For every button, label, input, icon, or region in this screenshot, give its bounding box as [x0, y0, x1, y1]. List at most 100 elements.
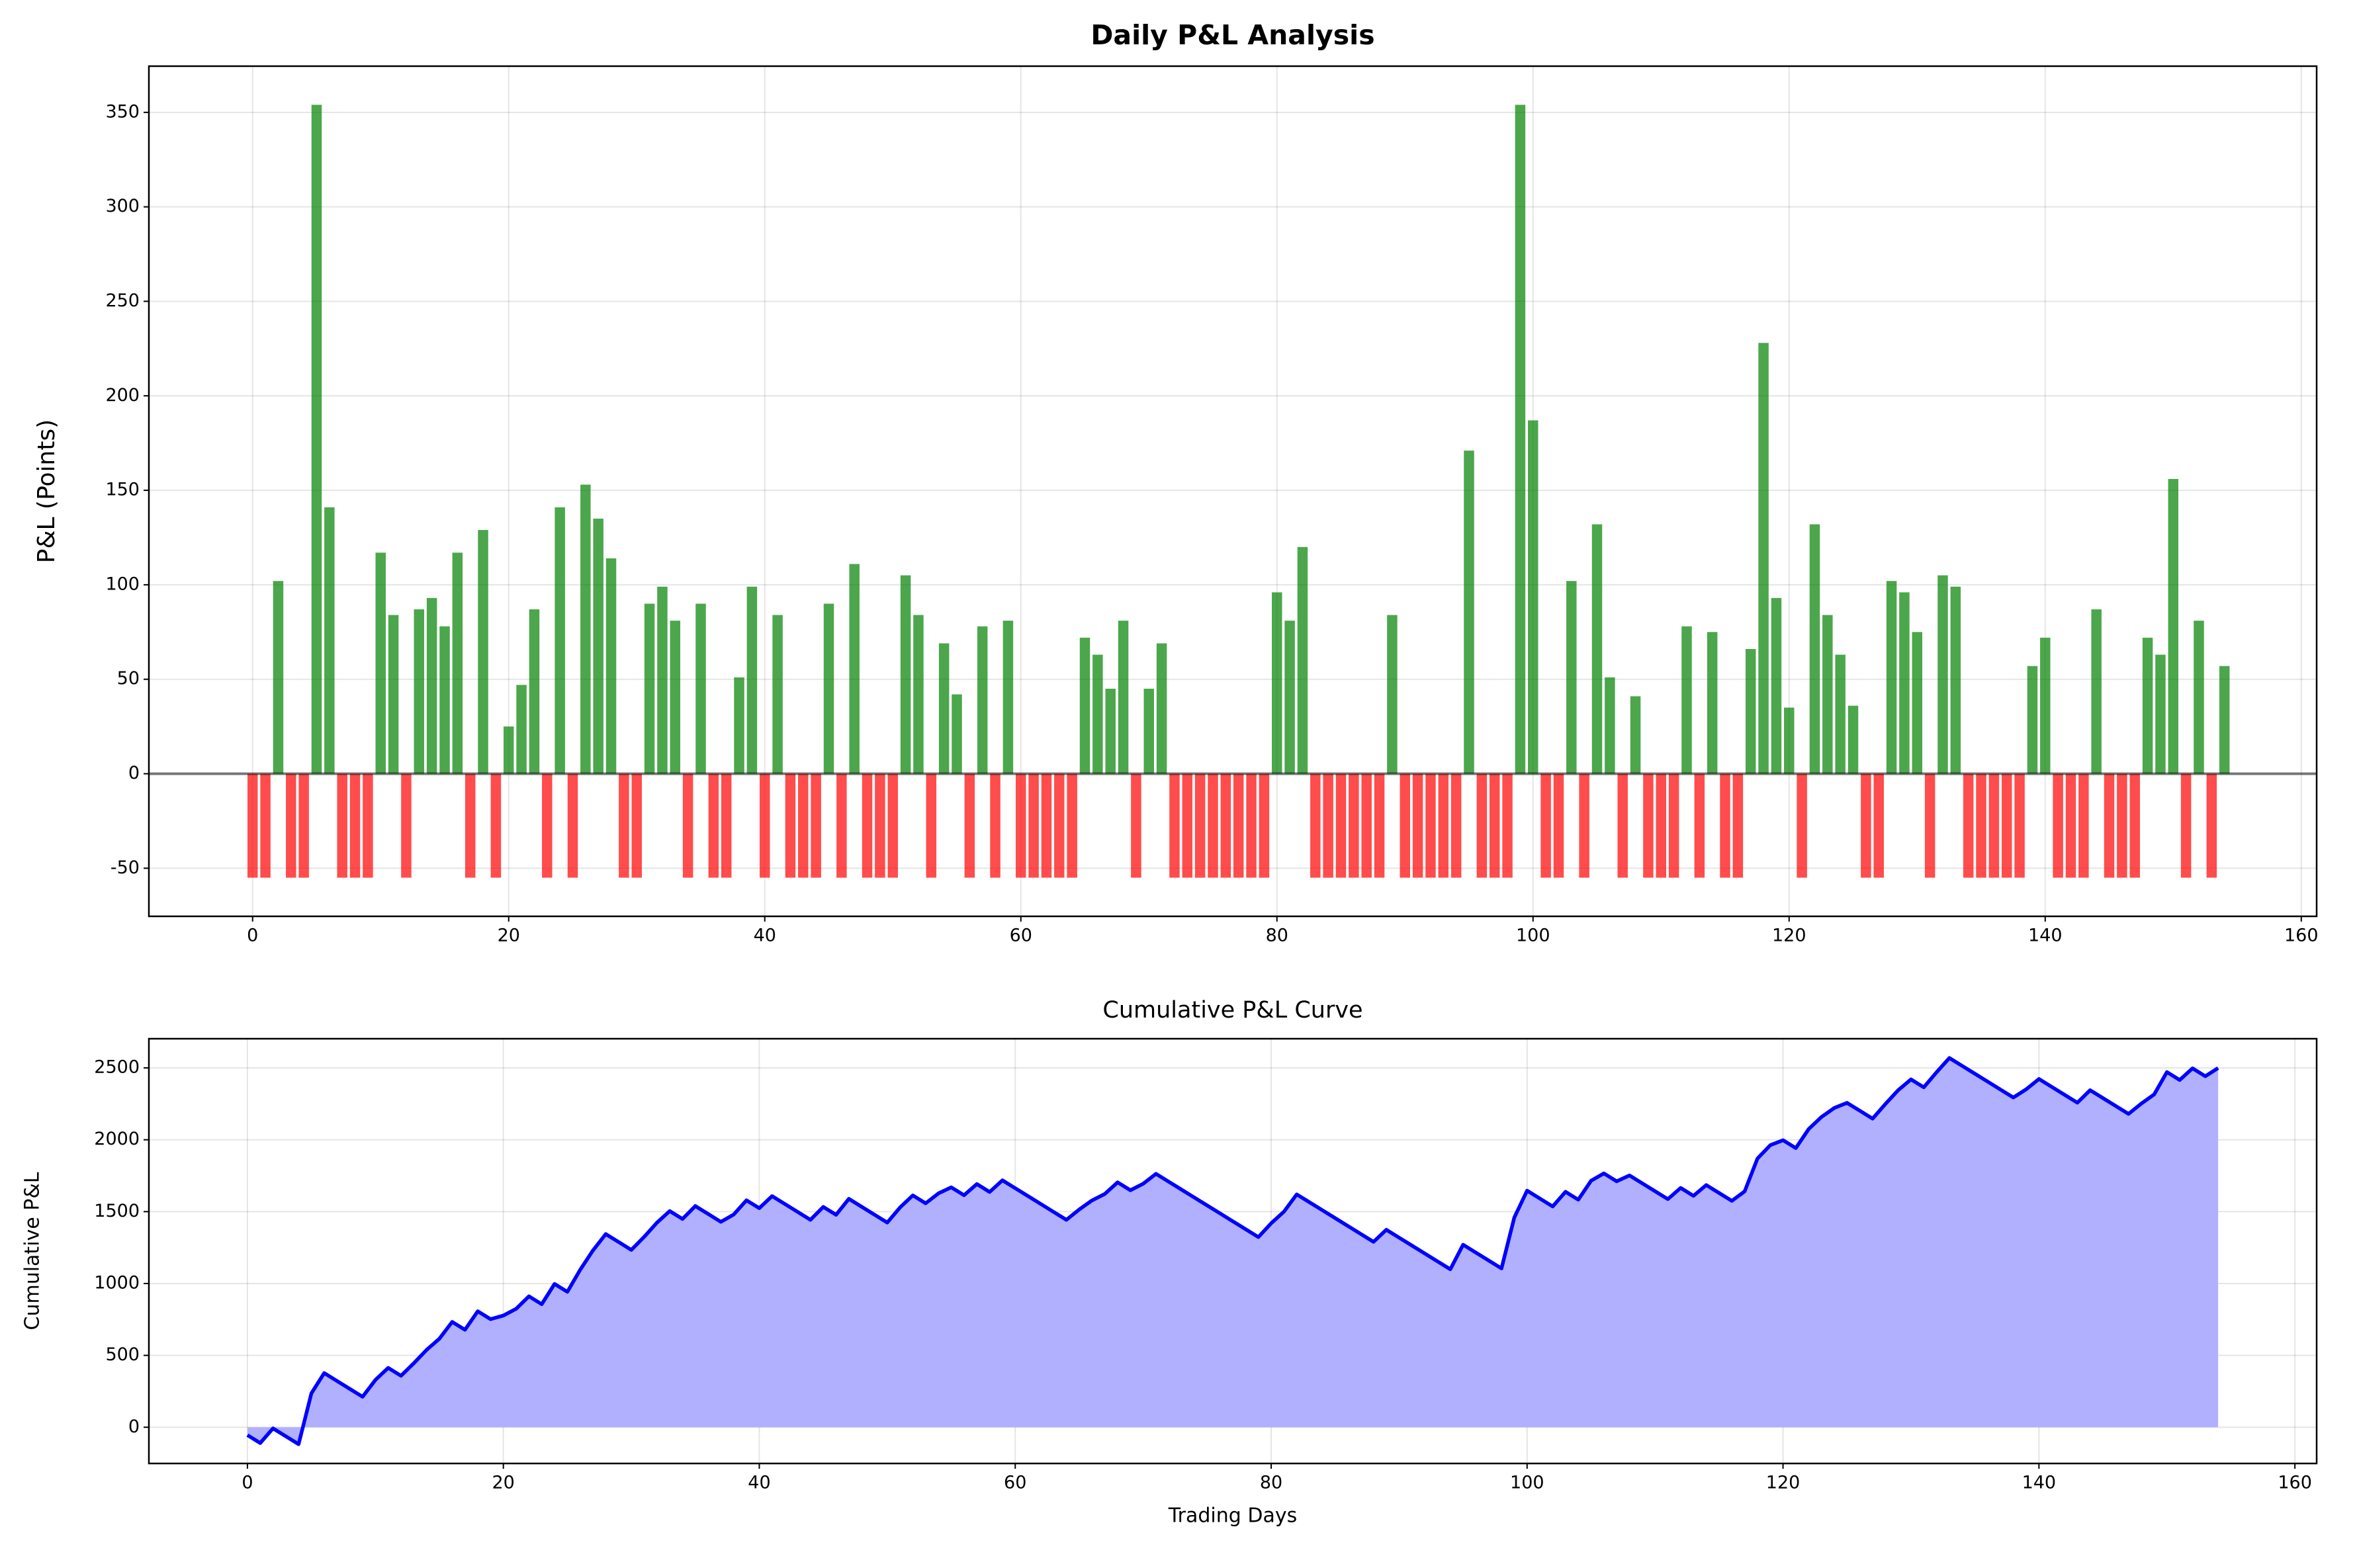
y-tick-label: 200	[105, 385, 140, 406]
area-line	[246, 1056, 2219, 1446]
bar	[1694, 773, 1705, 878]
bar	[426, 597, 437, 774]
bar	[1233, 773, 1244, 878]
bar	[695, 603, 706, 774]
bar	[1067, 773, 1077, 878]
y-tick-label: 1500	[94, 1201, 140, 1221]
y-axis-label: P&L (Points)	[33, 419, 60, 564]
x-tick-label: 60	[1004, 1473, 1026, 1493]
bar	[2155, 654, 2166, 774]
bar	[1092, 654, 1103, 774]
bar	[1617, 773, 1628, 878]
bar	[1988, 773, 2000, 878]
bar	[1963, 773, 1974, 878]
chart-title: Cumulative P&L Curve	[1102, 997, 1362, 1024]
x-tick-label: 20	[498, 926, 520, 946]
bar	[1476, 773, 1488, 878]
bar	[1284, 621, 1295, 774]
bar	[2206, 773, 2217, 878]
x-axis-label: Trading Days	[1168, 1504, 1297, 1528]
bar	[875, 773, 885, 878]
x-tick-label: 100	[1516, 926, 1550, 946]
bar	[298, 773, 309, 878]
bar	[1553, 773, 1564, 878]
area-fill	[247, 1058, 2219, 1444]
bar	[2027, 666, 2038, 774]
bar	[1528, 420, 1538, 774]
bar	[1041, 773, 1052, 878]
y-tick-label: 0	[128, 763, 140, 783]
bar	[324, 507, 335, 774]
bar	[1156, 643, 1167, 774]
bar	[1323, 773, 1333, 878]
bar	[529, 609, 540, 774]
bar	[1002, 621, 1014, 774]
bar	[1464, 451, 1474, 774]
bar	[1054, 773, 1065, 878]
bar	[349, 773, 361, 878]
bar	[1566, 581, 1577, 774]
bar	[1809, 524, 1820, 774]
bar	[823, 603, 834, 774]
x-tick-label: 0	[247, 926, 258, 946]
bar	[862, 773, 873, 878]
bar	[1131, 773, 1141, 878]
bar	[1208, 773, 1218, 878]
bar	[1630, 696, 1641, 774]
bar	[1720, 773, 1730, 878]
bar	[1272, 592, 1282, 774]
axes-frame	[148, 1037, 2318, 1465]
bar	[1873, 773, 1884, 878]
plot-area	[149, 66, 2317, 916]
bar	[1861, 773, 1871, 878]
x-tick-label: 0	[242, 1473, 253, 1493]
bar	[1591, 524, 1603, 774]
y-axis-label: Cumulative P&L	[21, 1172, 44, 1330]
bar	[1668, 773, 1679, 878]
bar	[542, 773, 553, 878]
bar	[1105, 688, 1116, 774]
bar	[1899, 592, 1910, 774]
bar	[247, 773, 258, 878]
bar	[657, 586, 668, 774]
bar	[977, 626, 988, 774]
bar	[746, 586, 758, 774]
bar	[1079, 637, 1090, 774]
bar	[1579, 773, 1589, 878]
bar	[926, 773, 937, 878]
bar	[1425, 773, 1436, 878]
bar	[849, 564, 860, 774]
bar	[1502, 773, 1513, 878]
bar	[619, 773, 629, 878]
bar	[1771, 597, 1782, 774]
bar	[760, 773, 770, 878]
bar	[2001, 773, 2012, 878]
bar	[1335, 773, 1347, 878]
bar	[1400, 773, 1411, 878]
bar	[1835, 654, 1846, 774]
chart-title: Daily P&L Analysis	[1090, 19, 1374, 51]
x-tick-label: 160	[2284, 926, 2319, 946]
bar	[311, 105, 322, 774]
x-tick-label: 40	[748, 1473, 770, 1493]
y-tick-label: 0	[128, 1416, 140, 1437]
bar	[465, 773, 476, 878]
bar	[964, 773, 975, 878]
bar	[1515, 105, 1526, 774]
bar	[798, 773, 809, 878]
bar	[2168, 478, 2179, 774]
bar	[516, 685, 527, 774]
bar	[952, 694, 962, 774]
bar	[439, 626, 450, 774]
y-tick-label: 500	[105, 1344, 140, 1365]
bar	[2117, 773, 2127, 878]
bar	[580, 484, 591, 774]
bar	[1656, 773, 1667, 878]
bar	[273, 581, 284, 774]
bar	[682, 773, 693, 878]
bar	[836, 773, 847, 878]
bar	[1169, 773, 1180, 878]
bar	[990, 773, 1001, 878]
bar	[1118, 621, 1129, 774]
